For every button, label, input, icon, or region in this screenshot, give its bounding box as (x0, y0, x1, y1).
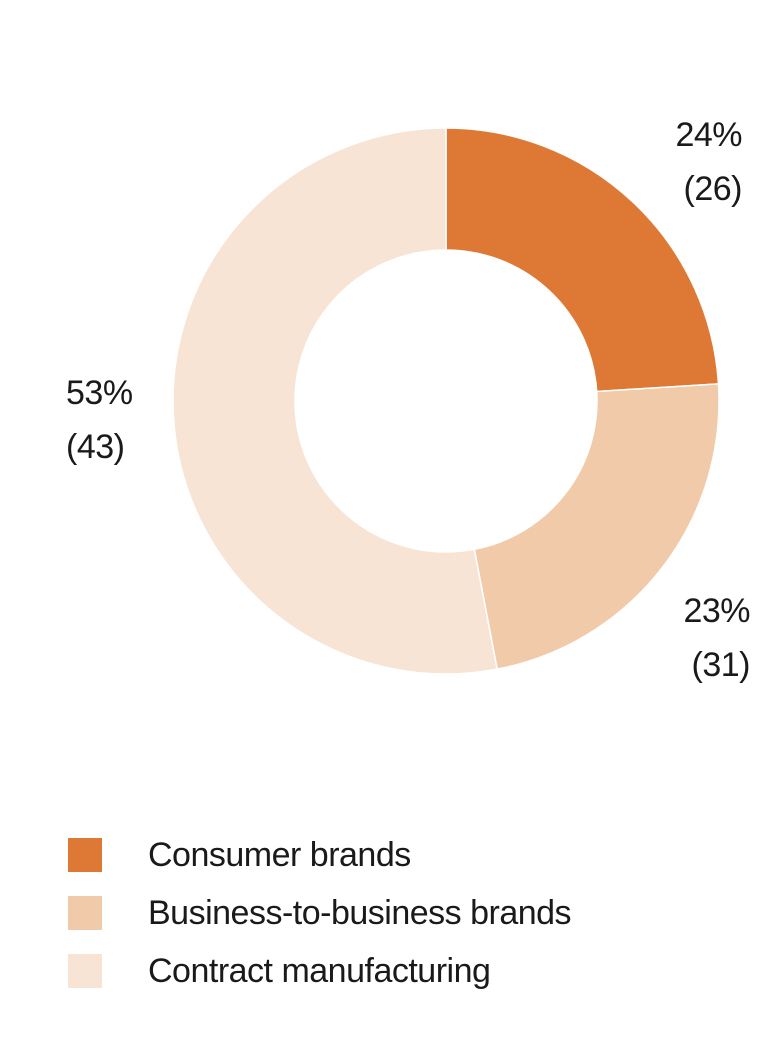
slice-value-b2b-brands: 23% (683, 592, 750, 630)
donut-slice-contract-manufacturing (172, 127, 499, 675)
chart-legend: Consumer brands Business-to-business bra… (68, 826, 572, 1000)
slice-label-b2b-brands: 23% (31) (683, 584, 750, 692)
legend-label-consumer-brands: Consumer brands (148, 835, 411, 874)
slice-value-contract-manufacturing: 53% (66, 374, 133, 412)
legend-item-b2b-brands: Business-to-business brands (68, 884, 572, 942)
slice-prior-b2b-brands: (31) (691, 646, 751, 684)
slice-label-contract-manufacturing: 53% (43) (66, 366, 133, 474)
donut-slice-b2b-brands (473, 383, 720, 671)
legend-swatch-b2b-brands (68, 896, 102, 930)
legend-label-b2b-brands: Business-to-business brands (148, 893, 572, 932)
slice-prior-consumer-brands: (26) (683, 170, 743, 208)
legend-item-consumer-brands: Consumer brands (68, 826, 571, 884)
slice-value-consumer-brands: 24% (675, 116, 742, 154)
donut-slice-consumer-brands (445, 127, 720, 393)
legend-item-contract-manufacturing: Contract manufacturing (68, 942, 571, 1000)
legend-swatch-consumer-brands (68, 838, 102, 872)
slice-prior-contract-manufacturing: (43) (66, 428, 125, 466)
legend-swatch-contract-manufacturing (68, 954, 102, 988)
legend-label-contract-manufacturing: Contract manufacturing (148, 951, 491, 990)
slice-label-consumer-brands: 24% (26) (675, 108, 742, 216)
